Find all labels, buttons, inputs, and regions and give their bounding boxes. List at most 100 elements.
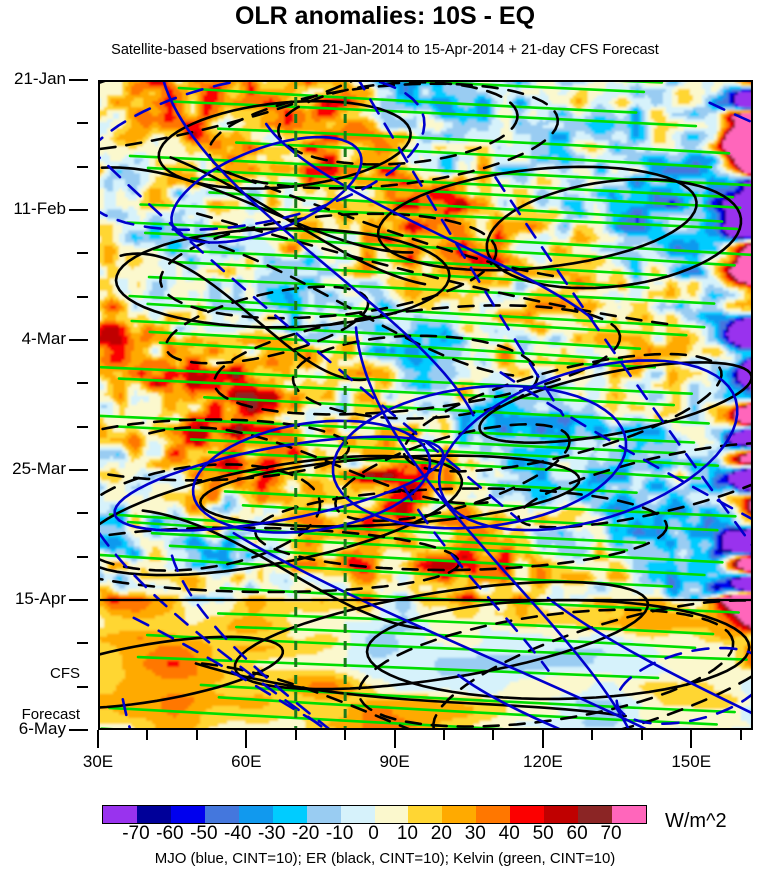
colorbar-segment [306, 806, 341, 823]
mjo-wave-contour [162, 80, 475, 417]
er-wave-contour [198, 454, 581, 528]
colorbar-segment [170, 806, 205, 823]
mjo-wave-contour [546, 596, 753, 716]
colorbar-tick-label: 40 [498, 823, 520, 844]
y-axis-tick-major [69, 729, 88, 731]
x-axis-label: 30E [82, 752, 114, 771]
colorbar-segment [103, 806, 137, 823]
kelvin-wave-contour [234, 625, 697, 650]
mjo-wave-contour [354, 326, 631, 730]
colorbar-unit-label: W/m^2 [665, 810, 727, 832]
er-wave-contour [98, 418, 351, 482]
kelvin-wave-contour [115, 425, 678, 455]
kelvin-wave-contour [216, 127, 731, 155]
hovmoller-plot[interactable] [98, 80, 753, 730]
page-title: OLR anomalies: 10S - EQ [234, 2, 536, 30]
er-wave-contour [164, 285, 370, 365]
colorbar-segment [408, 806, 443, 823]
kelvin-wave-contour [139, 203, 739, 231]
kelvin-wave-contour [170, 260, 650, 290]
mjo-wave-contour [615, 646, 753, 726]
y-axis-label: 11-Feb [13, 199, 66, 218]
y-axis-label: 15-Apr [14, 589, 66, 608]
kelvin-wave-contour [146, 302, 688, 337]
y-axis-label: 6-May [18, 719, 66, 738]
colorbar-tick-label: -20 [291, 823, 320, 844]
kelvin-wave-contour [158, 341, 657, 369]
y-axis-tick-major [69, 339, 88, 341]
er-wave-contour [334, 422, 571, 523]
er-wave-contour [485, 177, 743, 290]
mjo-wave-contour [132, 616, 332, 730]
x-axis-label: 60E [231, 752, 262, 771]
x-axis-tick-minor [739, 730, 742, 740]
kelvin-wave-contour [208, 191, 724, 223]
kelvin-wave-contour [145, 633, 748, 661]
y-axis-tick-minor [77, 122, 88, 125]
mjo-wave-contour [98, 80, 426, 232]
er-wave-contour [114, 227, 451, 329]
er-wave-contour [98, 463, 322, 572]
er-wave-contour [194, 662, 627, 718]
er-wave-contour [148, 426, 489, 505]
x-axis-tick-minor [294, 730, 297, 740]
y-axis-label: 21-Jan [14, 69, 66, 88]
colorbar-tick-label: 20 [430, 823, 452, 844]
kelvin-wave-contour [99, 365, 694, 395]
x-axis-label: 150E [671, 752, 712, 771]
colorbar-segment [476, 806, 511, 823]
er-wave-contour [193, 237, 515, 377]
kelvin-wave-contour [130, 319, 642, 350]
er-wave-contour [365, 598, 751, 701]
y-axis-label: 25-Mar [12, 459, 66, 478]
colorbar-segment [136, 806, 171, 823]
kelvin-wave-contour [234, 141, 713, 169]
x-axis-tick-minor [591, 730, 594, 740]
mjo-wave-contour [98, 528, 329, 730]
kelvin-wave-contour [108, 513, 647, 545]
colorbar-tick-label: -70 [122, 823, 150, 844]
x-axis-tick-minor [443, 730, 446, 740]
x-axis-tick-minor [640, 730, 643, 740]
y-axis-tick-minor [77, 165, 88, 168]
colorbar-tick-label: 30 [464, 823, 486, 844]
colorbar-tick-label: 50 [532, 823, 554, 844]
x-axis-tick-major [690, 730, 693, 748]
x-axis-label: 90E [379, 752, 410, 771]
x-axis-tick-major [393, 730, 396, 748]
mjo-wave-contour [191, 419, 432, 534]
colorbar-segment [340, 806, 375, 823]
colorbar-segment [510, 806, 545, 823]
colorbar-tick-label: -40 [224, 823, 252, 844]
x-axis-tick-minor [146, 730, 149, 740]
colorbar-segment [612, 806, 646, 823]
wave-legend: MJO (blue, CINT=10); ER (black, CINT=10)… [154, 850, 616, 867]
y-axis-tick-major [69, 469, 88, 471]
y-axis-tick-major [69, 599, 88, 601]
mjo-wave-contour [357, 80, 565, 417]
mjo-wave-contour [331, 384, 628, 530]
er-wave-contour [253, 487, 669, 572]
kelvin-wave-contour [117, 377, 676, 407]
olr-anomaly-field [98, 80, 753, 730]
colorbar-segment [578, 806, 613, 823]
er-wave-contour [276, 80, 519, 166]
colorbar-tick-label: -60 [156, 823, 184, 844]
x-axis-tick-major [541, 730, 544, 748]
page-subtitle: Satellite-based bservations from 21-Jan-… [111, 42, 659, 58]
colorbar-tick-label: -10 [325, 823, 354, 844]
er-wave-contour [357, 608, 735, 728]
colorbar-tick-label: -50 [190, 823, 218, 844]
kelvin-wave-contour [177, 86, 638, 114]
y-axis-tick-minor [77, 382, 88, 385]
kelvin-wave-contour [169, 100, 698, 128]
kelvin-wave-contour [125, 221, 753, 257]
mjo-wave-contour [170, 135, 363, 244]
kelvin-wave-contour [203, 396, 710, 425]
colorbar-tick-label: 10 [396, 823, 418, 844]
colorbar-segment [272, 806, 307, 823]
x-axis-tick-minor [344, 730, 347, 740]
mjo-wave-contour [499, 371, 753, 521]
er-wave-contour [200, 662, 415, 730]
y-axis-tick-minor [77, 295, 88, 298]
